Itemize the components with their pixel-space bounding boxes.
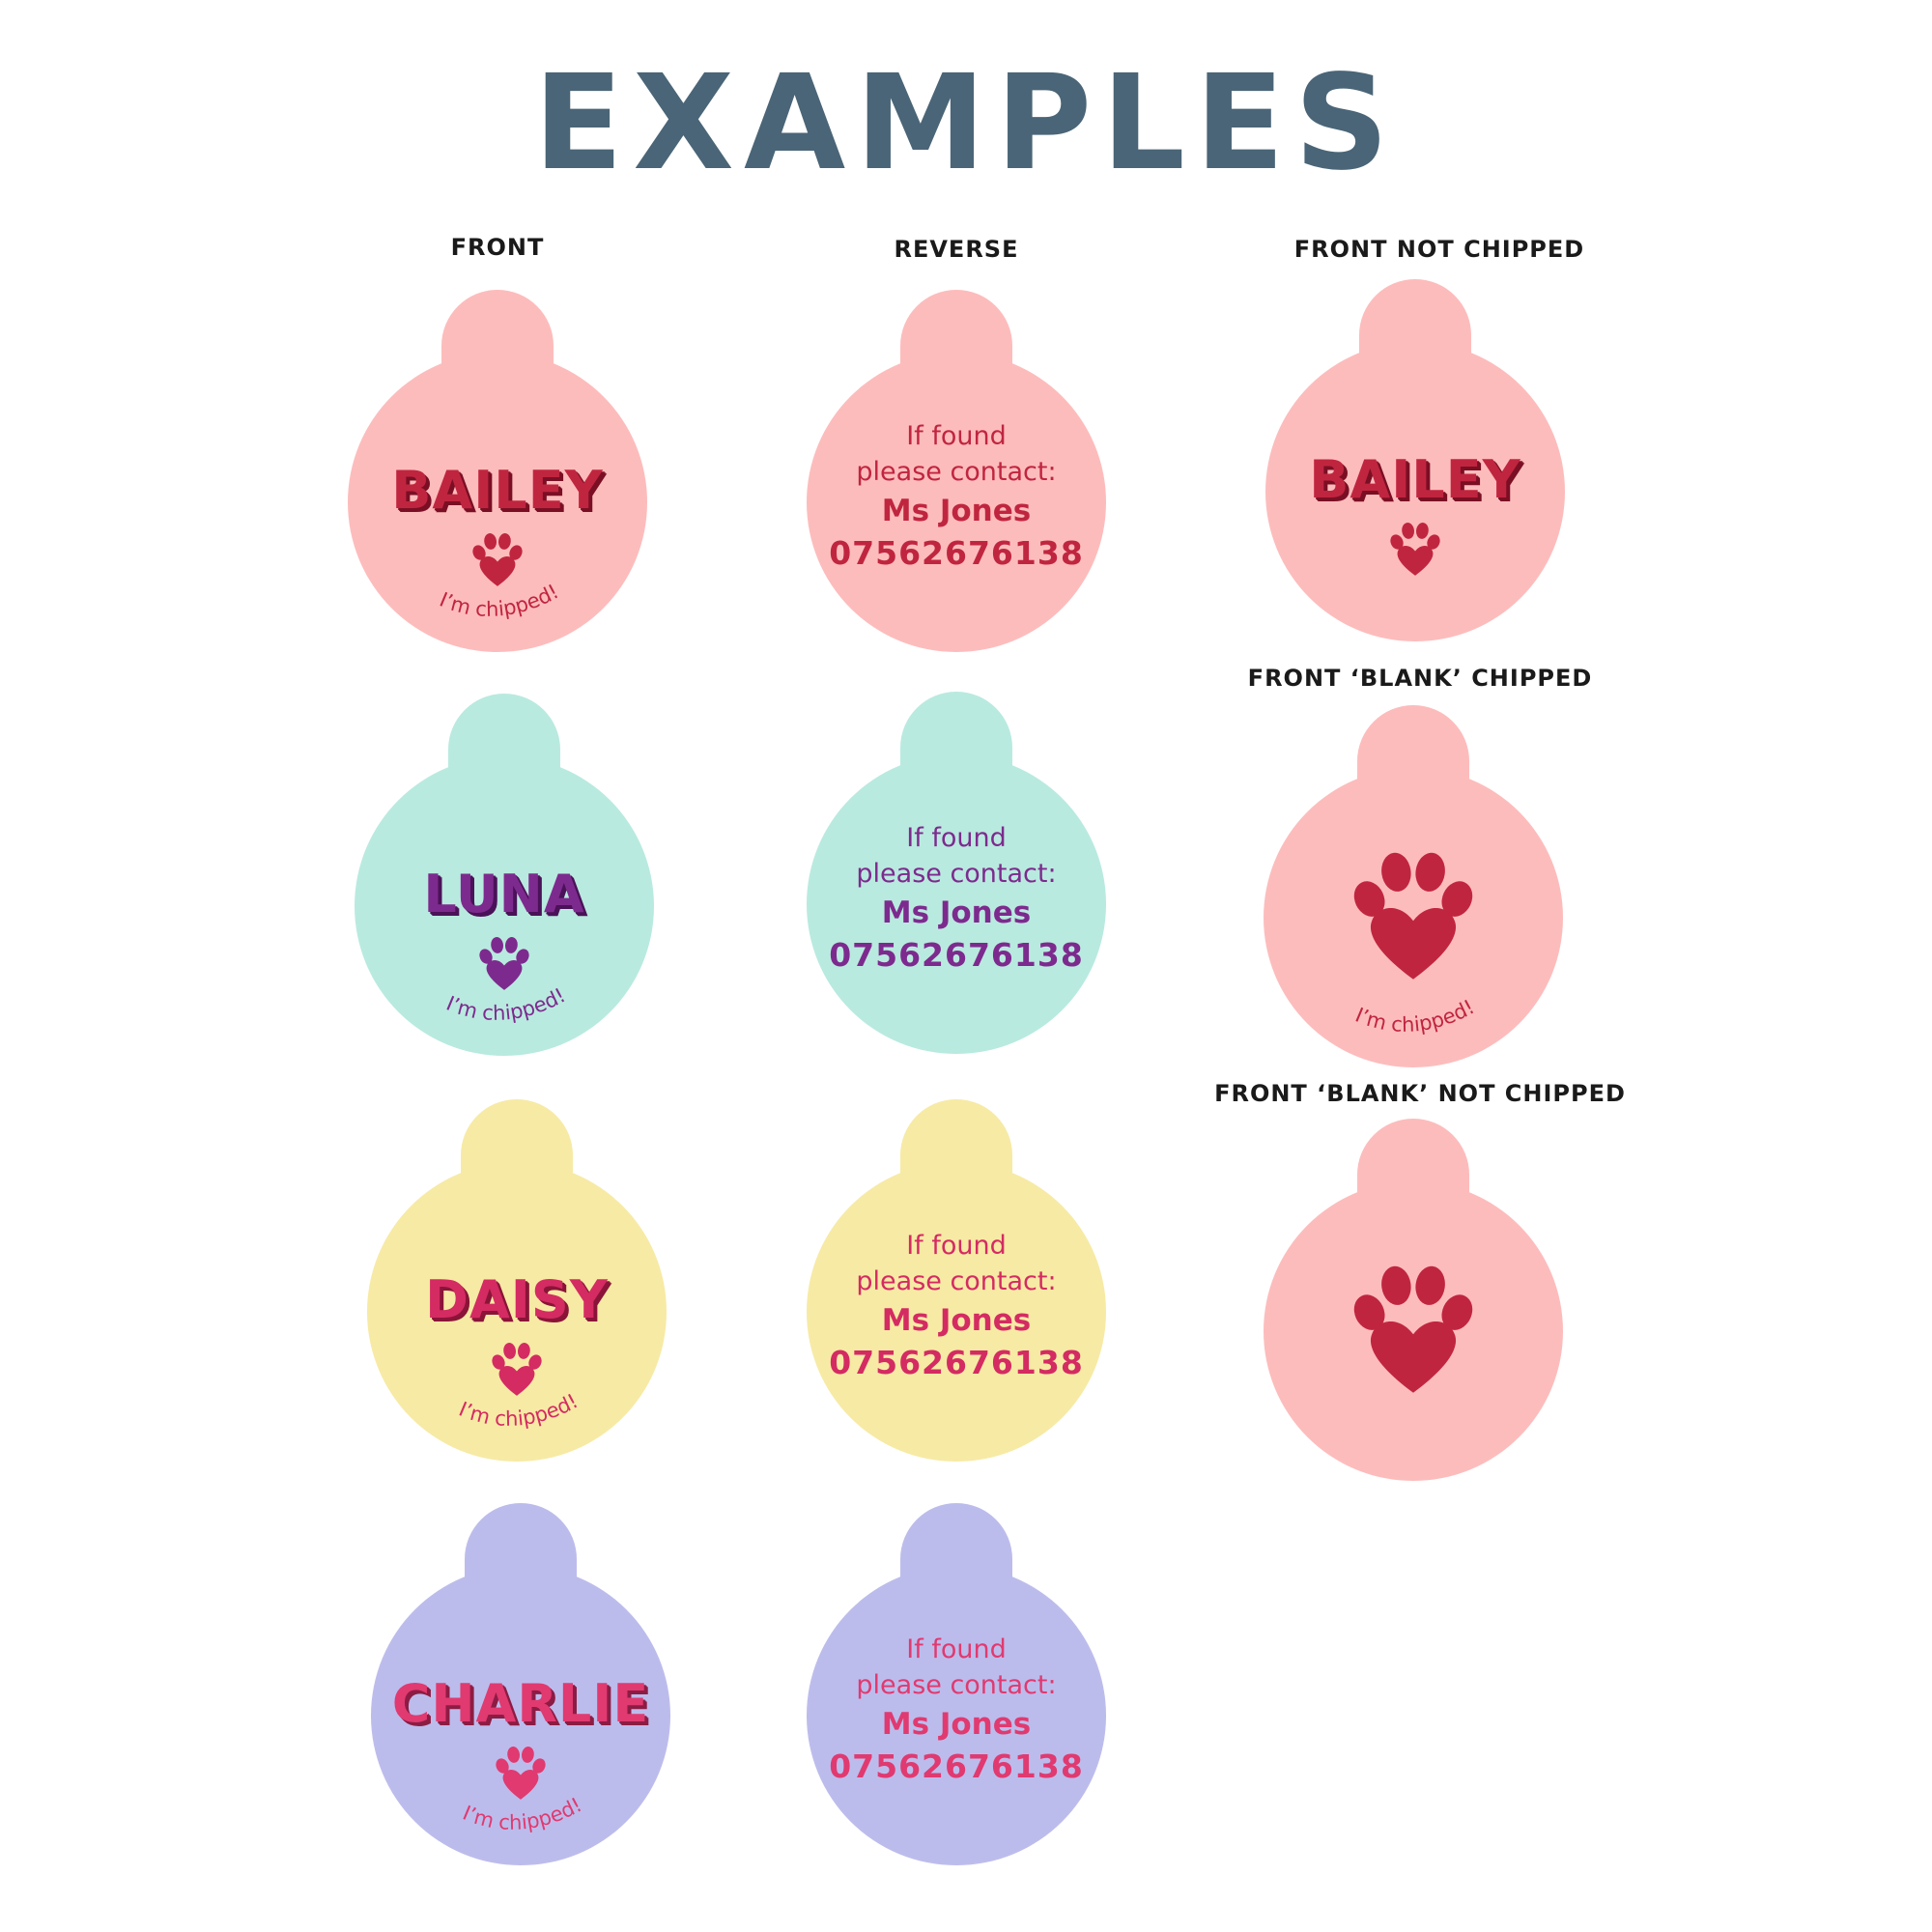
owner-name: Ms Jones (881, 895, 1032, 930)
svg-text:I’m chipped!: I’m chipped! (437, 580, 563, 621)
front-not-chipped-tag: BAILEY (1265, 279, 1565, 641)
paw-heart-icon (479, 937, 529, 990)
phone-number: 07562676138 (829, 936, 1084, 974)
phone-number: 07562676138 (829, 534, 1084, 572)
paw-heart-icon (1353, 852, 1473, 980)
pet-name: LUNA (423, 864, 585, 924)
please-contact-text: please contact: (856, 859, 1057, 889)
chipped-text-arc: I’m chipped! (443, 983, 570, 1025)
chipped-text-arc: I’m chipped! (1352, 995, 1479, 1037)
please-contact-text: please contact: (856, 1670, 1057, 1700)
owner-name: Ms Jones (881, 494, 1032, 528)
reverse-tag-pink: If found please contact: Ms Jones 075626761… (807, 290, 1106, 652)
if-found-text: If found (906, 1231, 1007, 1261)
chipped-text: I’m chipped! (1352, 995, 1479, 1037)
tag-shape (1264, 705, 1563, 1067)
chipped-text-arc: I’m chipped! (456, 1389, 582, 1431)
label-front-blank-not-chipped: FRONT ‘BLANK’ NOT CHIPPED (1214, 1080, 1626, 1107)
chipped-text: I’m chipped! (460, 1793, 586, 1834)
tag-shape (1264, 1119, 1563, 1481)
svg-text:I’m chipped!: I’m chipped! (456, 1389, 582, 1431)
if-found-text: If found (906, 1634, 1007, 1664)
tag-shape (807, 1503, 1106, 1865)
phone-number: 07562676138 (829, 1747, 1084, 1785)
paw-heart-icon (496, 1747, 546, 1800)
label-front-blank-chipped: FRONT ‘BLANK’ CHIPPED (1247, 665, 1593, 692)
svg-text:I’m chipped!: I’m chipped! (460, 1793, 586, 1834)
tag-shape (348, 290, 647, 652)
front-tag-charlie: CHARLIE I’m chipped! (371, 1503, 670, 1865)
chipped-text: I’m chipped! (443, 983, 570, 1025)
phone-number: 07562676138 (829, 1344, 1084, 1381)
chipped-text: I’m chipped! (437, 580, 563, 621)
front-tag-daisy: DAISY I’m chipped! (367, 1099, 667, 1462)
reverse-tag-yellow: If found please contact: Ms Jones 075626761… (807, 1099, 1106, 1462)
pet-name: CHARLIE (391, 1673, 650, 1734)
svg-text:I’m chipped!: I’m chipped! (1352, 995, 1479, 1037)
paw-heart-icon (1390, 523, 1440, 576)
tag-shape (367, 1099, 667, 1462)
pet-name: BAILEY (391, 460, 604, 521)
reverse-tag-mint: If found please contact: Ms Jones 075626761… (807, 692, 1106, 1054)
if-found-text: If found (906, 421, 1007, 451)
chipped-text-arc: I’m chipped! (437, 580, 563, 621)
pet-name: BAILEY (1309, 449, 1521, 510)
paw-heart-icon (472, 533, 523, 586)
reverse-tag-lavender: If found please contact: Ms Jones 075626761… (807, 1503, 1106, 1865)
paw-heart-icon (1353, 1265, 1473, 1393)
label-front: FRONT (450, 234, 545, 261)
front-blank-not-chipped-tag (1264, 1119, 1563, 1481)
tag-shape (355, 694, 654, 1056)
tag-shape (807, 290, 1106, 652)
please-contact-text: please contact: (856, 457, 1057, 487)
tag-shape (807, 692, 1106, 1054)
label-front-not-chipped: FRONT NOT CHIPPED (1293, 236, 1585, 263)
svg-text:I’m chipped!: I’m chipped! (443, 983, 570, 1025)
tag-shape (371, 1503, 670, 1865)
pet-name: DAISY (425, 1269, 609, 1330)
page-title: EXAMPLES (533, 47, 1399, 200)
front-blank-chipped-tag: I’m chipped! (1264, 705, 1563, 1067)
chipped-text-arc: I’m chipped! (460, 1793, 586, 1834)
front-tag-bailey: BAILEY I’m chipped! (348, 290, 647, 652)
tag-shape (1265, 279, 1565, 641)
owner-name: Ms Jones (881, 1303, 1032, 1338)
paw-heart-icon (492, 1343, 542, 1396)
tag-shape (807, 1099, 1106, 1462)
owner-name: Ms Jones (881, 1707, 1032, 1742)
label-reverse: REVERSE (894, 236, 1019, 263)
chipped-text: I’m chipped! (456, 1389, 582, 1431)
if-found-text: If found (906, 823, 1007, 853)
front-tag-luna: LUNA I’m chipped! (355, 694, 654, 1056)
please-contact-text: please contact: (856, 1266, 1057, 1296)
